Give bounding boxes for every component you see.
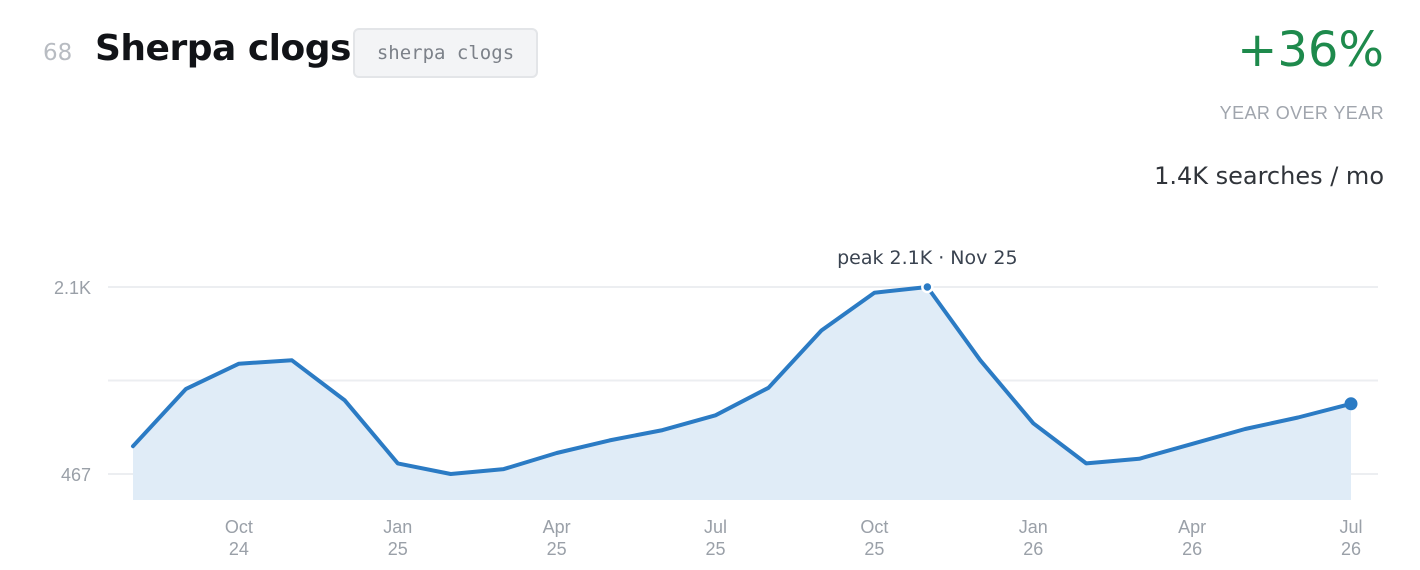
keyword-title: Sherpa clogs [95,28,351,69]
x-tick-year: 25 [547,539,567,559]
rank-number: 68 [43,40,73,66]
x-tick-month: Jan [383,517,412,537]
yoy-change: +36% [1237,22,1384,78]
peak-marker [921,280,934,294]
x-tick-year: 24 [229,539,249,559]
x-tick-month: Apr [543,517,571,537]
y-tick-label: 2.1K [54,278,91,298]
x-tick-month: Oct [225,517,253,537]
keyword-tag[interactable]: sherpa clogs [353,28,538,78]
x-tick-month: Jul [704,517,727,537]
latest-point-marker [1344,397,1358,411]
series-line [131,285,1353,476]
area-fill [133,287,1351,500]
x-tick-year: 26 [1182,539,1202,559]
peak-label: peak 2.1K · Nov 25 [837,247,1018,269]
x-tick-month: Jul [1339,517,1362,537]
search-volume: 1.4K searches / mo [1154,162,1384,190]
x-tick-month: Oct [860,517,888,537]
yoy-label: YEAR OVER YEAR [1219,103,1384,123]
y-axis-ticks: 2.1K 467 [54,278,91,485]
y-tick-label: 467 [61,465,91,485]
x-tick-month: Apr [1178,517,1206,537]
x-tick-month: Jan [1019,517,1048,537]
x-tick-year: 25 [864,539,884,559]
x-tick-year: 25 [388,539,408,559]
x-tick-year: 25 [706,539,726,559]
chart-markers: peak 2.1K · Nov 25 [837,247,1358,411]
x-tick-year: 26 [1023,539,1043,559]
x-tick-year: 26 [1341,539,1361,559]
